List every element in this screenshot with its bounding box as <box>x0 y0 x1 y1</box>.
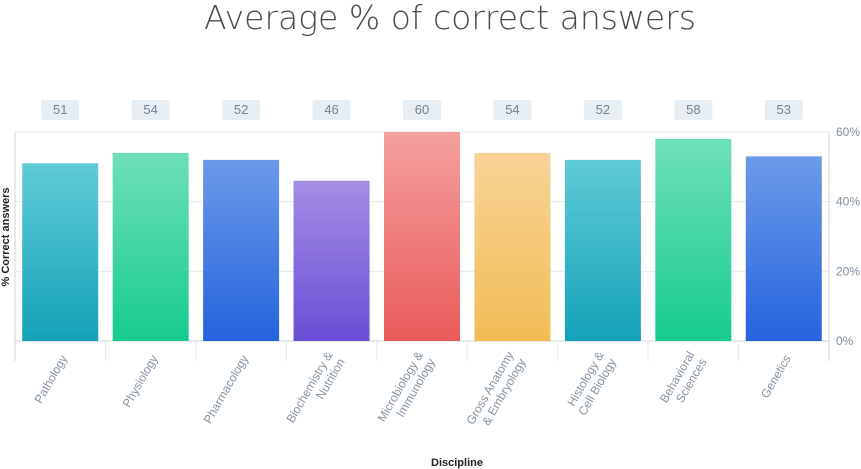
y-axis-title: % Correct answers <box>0 187 12 286</box>
value-badge <box>131 100 170 120</box>
bar[interactable] <box>655 138 732 341</box>
x-tick-label: Genetics <box>758 353 794 401</box>
x-tick-label: Histology &Cell Biology <box>563 349 619 418</box>
value-label: 52 <box>234 102 248 117</box>
value-label: 58 <box>686 102 700 117</box>
value-badge <box>312 100 351 120</box>
value-label: 54 <box>143 102 157 117</box>
y-tick-label: 0% <box>836 334 854 348</box>
value-label: 51 <box>53 102 67 117</box>
bar[interactable] <box>112 152 189 341</box>
value-badge <box>764 100 803 120</box>
value-labels-layer: 51 54 52 46 60 54 52 58 53 <box>41 100 803 120</box>
x-tick-label: Microbiology &Immunology <box>375 349 439 431</box>
bar[interactable] <box>293 180 370 341</box>
x-tick-label: Biochemistry &Nutrition <box>283 349 347 432</box>
value-badge <box>222 100 261 120</box>
value-label: 54 <box>505 102 519 117</box>
bar[interactable] <box>384 132 460 341</box>
y-tick-label: 60% <box>836 125 860 139</box>
value-badge <box>41 100 80 120</box>
x-axis-title: Discipline <box>431 457 483 469</box>
value-badge <box>493 100 532 120</box>
value-label: 46 <box>324 102 338 117</box>
y-tick-label: 40% <box>836 195 860 209</box>
x-tick-label: Pharmacology <box>201 353 251 426</box>
value-badge <box>403 100 441 120</box>
chart-title: Average % of correct answers <box>203 0 696 37</box>
bar[interactable] <box>564 159 641 341</box>
value-badge <box>583 100 622 120</box>
bar[interactable] <box>745 156 822 341</box>
bars-layer <box>22 132 822 341</box>
y-ticks-layer: 0% 20% 40% 60% <box>836 125 860 348</box>
value-label: 60 <box>415 102 429 117</box>
bar[interactable] <box>474 152 551 341</box>
value-label: 52 <box>596 102 610 117</box>
bar[interactable] <box>22 163 99 341</box>
bar[interactable] <box>203 159 280 341</box>
x-ticks-layer: Pathology Physiology Pharmacology Biochemis… <box>31 349 794 434</box>
x-tick-label: Pathology <box>31 353 70 406</box>
x-tick-label: Gross Anatomy& Embryology <box>463 349 528 434</box>
y-tick-label: 20% <box>836 264 860 278</box>
x-tick-label: BehavioralSciences <box>657 349 710 412</box>
value-badge <box>674 100 713 120</box>
x-tick-label: Physiology <box>120 353 161 410</box>
value-label: 53 <box>777 102 791 117</box>
